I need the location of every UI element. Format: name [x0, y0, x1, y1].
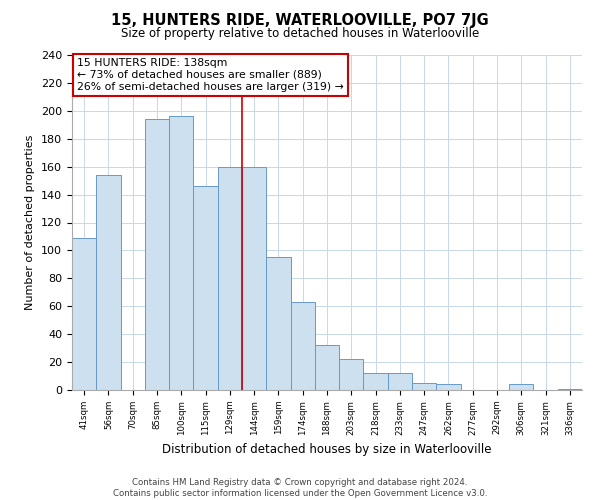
Text: 15, HUNTERS RIDE, WATERLOOVILLE, PO7 7JG: 15, HUNTERS RIDE, WATERLOOVILLE, PO7 7JG	[111, 12, 489, 28]
Bar	[145, 119, 169, 390]
Bar	[290, 302, 315, 390]
Bar	[339, 360, 364, 390]
Bar	[558, 388, 582, 390]
Bar	[242, 166, 266, 390]
Text: Size of property relative to detached houses in Waterlooville: Size of property relative to detached ho…	[121, 28, 479, 40]
Bar	[509, 384, 533, 390]
Text: Contains HM Land Registry data © Crown copyright and database right 2024.
Contai: Contains HM Land Registry data © Crown c…	[113, 478, 487, 498]
Bar	[96, 175, 121, 390]
Y-axis label: Number of detached properties: Number of detached properties	[25, 135, 35, 310]
Bar	[412, 383, 436, 390]
Bar	[315, 346, 339, 390]
Bar	[364, 373, 388, 390]
Bar	[388, 373, 412, 390]
X-axis label: Distribution of detached houses by size in Waterlooville: Distribution of detached houses by size …	[162, 443, 492, 456]
Text: 15 HUNTERS RIDE: 138sqm
← 73% of detached houses are smaller (889)
26% of semi-d: 15 HUNTERS RIDE: 138sqm ← 73% of detache…	[77, 58, 344, 92]
Bar	[436, 384, 461, 390]
Bar	[266, 258, 290, 390]
Bar	[169, 116, 193, 390]
Bar	[193, 186, 218, 390]
Bar	[72, 238, 96, 390]
Bar	[218, 166, 242, 390]
